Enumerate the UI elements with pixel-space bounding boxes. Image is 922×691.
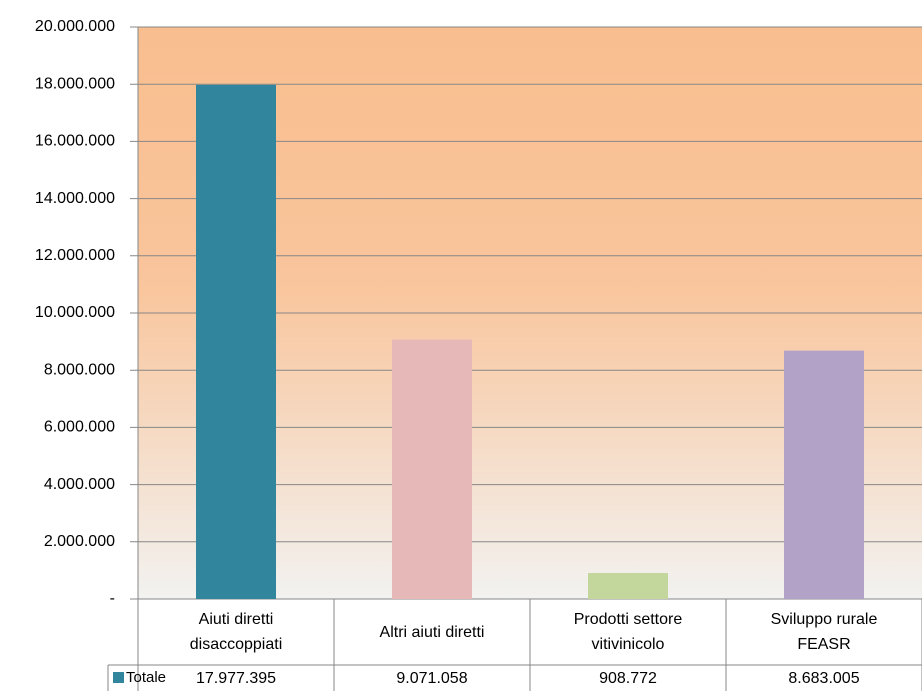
y-tick-label: 6.000.000 — [44, 419, 115, 436]
legend-key — [113, 672, 124, 683]
y-tick-label: 8.000.000 — [44, 361, 115, 378]
x-tick-label: Prodotti settore vitivinicolo — [573, 611, 683, 653]
value-label: 8.683.005 — [788, 669, 860, 687]
bar — [784, 350, 864, 599]
bar — [196, 84, 276, 600]
y-tick-label: 2.000.000 — [44, 533, 115, 550]
x-tick-label: Aiuti diretti disaccoppiati — [189, 611, 283, 653]
y-tick-label: 10.000.000 — [35, 304, 115, 321]
y-tick-label: 16.000.000 — [35, 133, 115, 150]
bar — [588, 573, 668, 599]
value-label: 9.071.058 — [396, 669, 468, 687]
y-tick-label: - — [110, 590, 115, 607]
value-label: 908.772 — [599, 669, 657, 687]
y-tick-label: 12.000.000 — [35, 247, 115, 264]
x-tick-label: Sviluppo rurale FEASR — [770, 611, 878, 653]
y-tick-label: 20.000.000 — [35, 18, 115, 35]
y-tick-label: 18.000.000 — [35, 75, 115, 92]
x-tick-label: Altri aiuti diretti — [379, 623, 485, 641]
value-label: 17.977.395 — [195, 669, 277, 687]
bar — [392, 339, 472, 599]
legend-label: Totale — [126, 669, 166, 686]
y-tick-label: 14.000.000 — [35, 190, 115, 207]
y-tick-label: 4.000.000 — [44, 476, 115, 493]
